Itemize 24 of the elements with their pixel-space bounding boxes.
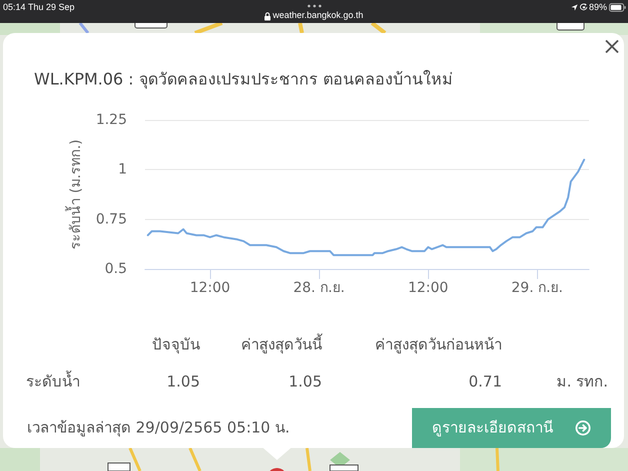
text: ระดับน้ำ: [26, 372, 80, 392]
text: weather.bangkok.go.th: [272, 10, 364, 22]
text: ดูรายละเอียดสถานี: [432, 418, 553, 438]
text: Thu 29 Sep: [28, 2, 75, 14]
y-tick-label: 0.5: [104, 261, 127, 277]
x-tick-label: 12:00: [190, 280, 230, 296]
text: ม. รทก.: [556, 372, 608, 392]
text: 1.05: [288, 372, 322, 392]
y-tick-label: 1.25: [96, 112, 127, 128]
y-axis-title: ระดับน้ำ (ม.รทก.): [65, 139, 84, 250]
text: ค่าสูงสุดวันนี้: [241, 335, 322, 355]
text: เวลาข้อมูลล่าสุด 29/09/2565 05:10 น.: [27, 418, 290, 438]
x-tick-label: 12:00: [408, 280, 448, 296]
text: 05:14: [3, 2, 26, 14]
text: 0.71: [468, 372, 502, 392]
y-tick-label: 1: [118, 162, 127, 178]
y-tick-label: 0.75: [96, 211, 127, 228]
text: ปัจจุบัน: [152, 335, 200, 355]
text: ค่าสูงสุดวันก่อนหน้า: [375, 335, 502, 355]
x-tick-label: 29. ก.ย.: [511, 280, 564, 296]
x-tick-label: 28. ก.ย.: [293, 280, 345, 296]
text: 89%: [588, 2, 607, 14]
chart-title: WL.KPM.06 : จุดวัดคลองเปรมประชากร ตอนคลองบ้านใหม่: [34, 70, 453, 90]
text: 1.05: [166, 372, 200, 392]
